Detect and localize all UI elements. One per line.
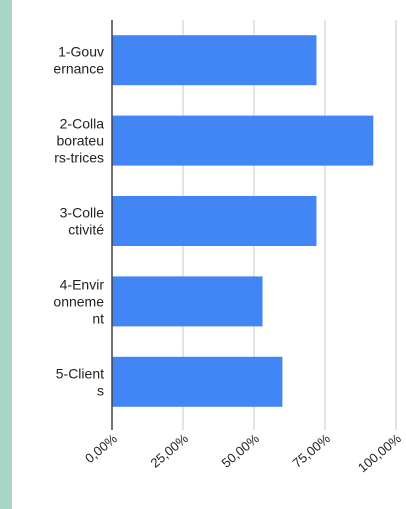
category-label-2-line-3: rs-trices <box>54 150 104 166</box>
category-labels: 1-Gouv ernance 2-Colla borateu rs-trices 3-Co… <box>53 44 104 399</box>
category-label-5-line-2: s <box>97 382 104 398</box>
category-label-4-line-3: nt <box>92 310 104 326</box>
category-label-2-line-1: 2-Colla <box>60 116 105 132</box>
category-label-1: 1-Gouv ernance <box>53 44 104 77</box>
category-label-4: 4-Envir onneme nt <box>53 276 104 326</box>
x-tick-label-100: 100,00% <box>355 431 404 476</box>
category-label-3-line-1: 3-Colle <box>60 205 105 221</box>
x-tick-labels: 0,00% 25,00% 50,00% 75,00% 100,00% <box>82 431 404 476</box>
category-label-5-line-1: 5-Client <box>56 365 104 381</box>
x-tick-label-50: 50,00% <box>219 431 263 471</box>
category-label-2: 2-Colla borateu rs-trices <box>54 116 104 166</box>
bars <box>112 35 374 407</box>
category-label-3-line-2: ctivité <box>68 222 104 238</box>
category-label-4-line-2: onneme <box>53 293 104 309</box>
category-label-1-line-2: ernance <box>53 61 104 77</box>
x-tick-label-25: 25,00% <box>148 431 192 471</box>
category-label-2-line-2: borateu <box>57 133 104 149</box>
x-tick-label-75: 75,00% <box>290 431 334 471</box>
x-tick-label-0: 0,00% <box>82 431 120 466</box>
bar-5 <box>112 356 283 407</box>
bar-2 <box>112 115 374 166</box>
category-label-4-line-1: 4-Envir <box>60 276 105 292</box>
category-label-1-line-1: 1-Gouv <box>58 44 104 60</box>
bar-4 <box>112 276 263 327</box>
category-label-3: 3-Colle ctivité <box>60 205 105 238</box>
category-label-5: 5-Client s <box>56 365 104 398</box>
bar-3 <box>112 196 317 246</box>
bar-1 <box>112 35 317 86</box>
